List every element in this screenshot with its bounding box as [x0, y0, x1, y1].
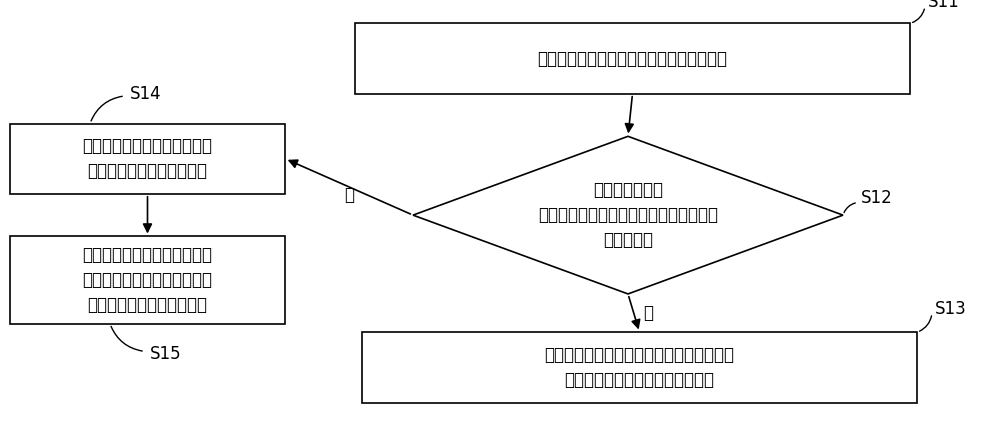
Text: 否: 否	[344, 187, 354, 204]
Text: S15: S15	[150, 345, 182, 363]
Bar	[362, 332, 917, 403]
Text: S14: S14	[130, 85, 162, 103]
Text: S12: S12	[861, 189, 893, 207]
Polygon shape	[413, 136, 843, 294]
Text: 第一终端判断解
码后的所述待发送数据是否为近场通讯协
议标准数据: 第一终端判断解 码后的所述待发送数据是否为近场通讯协 议标准数据	[538, 181, 718, 249]
Bar	[10, 236, 285, 324]
Text: 第一终端将接收的所述待发送数据封装为预
设类型的近场通讯标签数据并保存: 第一终端将接收的所述待发送数据封装为预 设类型的近场通讯标签数据并保存	[544, 346, 734, 389]
Bar	[355, 23, 910, 94]
Text: 第一终端将封装后的近场通讯
协议标准数据封装为预设类型
的近场通讯标签数据并保存: 第一终端将封装后的近场通讯 协议标准数据封装为预设类型 的近场通讯标签数据并保存	[83, 246, 213, 314]
Text: 是: 是	[643, 304, 653, 322]
Text: 第一终端将所述待发送数据封
装为近场通讯标准协议数据: 第一终端将所述待发送数据封 装为近场通讯标准协议数据	[83, 137, 213, 180]
Text: S11: S11	[928, 0, 960, 11]
Text: S13: S13	[935, 300, 967, 318]
Bar	[10, 124, 285, 194]
Text: 第一终端解码接收自第二终端的待发送数据: 第一终端解码接收自第二终端的待发送数据	[538, 49, 728, 68]
